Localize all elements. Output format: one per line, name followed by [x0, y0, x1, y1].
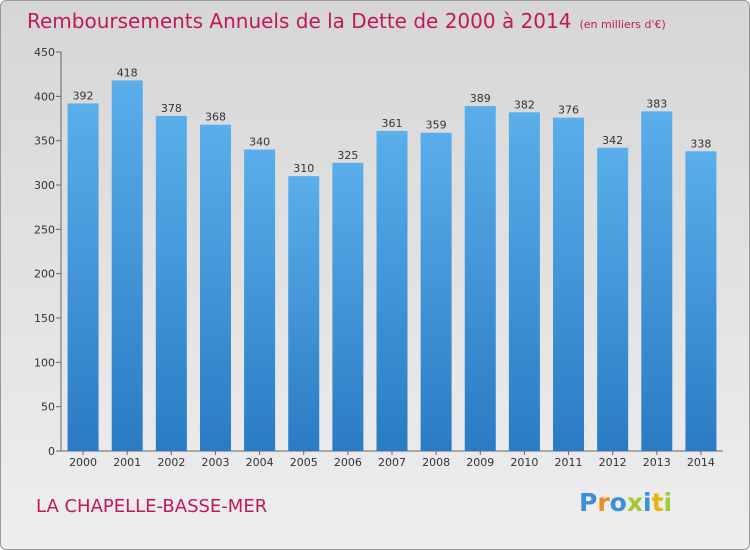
- bar: [288, 176, 320, 451]
- data-label: 340: [249, 136, 270, 149]
- y-tick-label: 200: [34, 268, 55, 281]
- logo-letter: i: [663, 488, 673, 517]
- data-label: 376: [558, 104, 579, 117]
- chart-bars: [67, 80, 717, 452]
- y-tick-label: 400: [34, 90, 55, 103]
- logo-letter: P: [579, 488, 598, 517]
- x-tick-label: 2002: [157, 456, 185, 469]
- chart-title-text: Remboursements Annuels de la Dette de 20…: [27, 9, 572, 33]
- x-tick-label: 2004: [246, 456, 274, 469]
- bar: [685, 151, 717, 451]
- logo-letter: x: [626, 488, 643, 517]
- bar: [332, 162, 364, 452]
- bar: [155, 115, 187, 451]
- chart-title: Remboursements Annuels de la Dette de 20…: [27, 9, 666, 33]
- y-tick-label: 300: [34, 179, 55, 192]
- y-tick-label: 150: [34, 312, 55, 325]
- bar: [376, 130, 408, 451]
- bar: [420, 132, 452, 452]
- data-label: 361: [382, 117, 403, 130]
- y-tick-label: 450: [34, 46, 55, 59]
- x-tick-label: 2014: [687, 456, 715, 469]
- y-tick-label: 350: [34, 135, 55, 148]
- data-label: 368: [205, 111, 226, 124]
- data-label: 389: [470, 92, 491, 105]
- x-tick-label: 2008: [422, 456, 450, 469]
- chart-labels: 392 2000 418 2001 378 2002 368 2003 340 2004 310 20…: [69, 66, 715, 469]
- logo-letter: r: [597, 488, 610, 517]
- data-label: 359: [426, 119, 447, 132]
- bar: [597, 147, 629, 451]
- logo-letter: o: [609, 488, 627, 517]
- x-tick-label: 2011: [555, 456, 583, 469]
- logo-letter: i: [643, 488, 652, 517]
- x-tick-label: 2007: [378, 456, 406, 469]
- y-tick-label: 0: [48, 445, 55, 458]
- x-tick-label: 2006: [334, 456, 362, 469]
- x-tick-label: 2010: [510, 456, 538, 469]
- data-label: 378: [161, 102, 182, 115]
- x-tick-label: 2005: [290, 456, 318, 469]
- x-tick-label: 2012: [599, 456, 627, 469]
- bar: [553, 117, 585, 451]
- x-tick-label: 2009: [466, 456, 494, 469]
- data-label: 338: [690, 137, 711, 150]
- unit-label: (en milliers d'€): [579, 18, 666, 31]
- data-label: 382: [514, 98, 535, 111]
- bar: [111, 80, 143, 451]
- bar: [244, 149, 276, 452]
- bar: [199, 124, 231, 451]
- x-tick-label: 2000: [69, 456, 97, 469]
- bar: [67, 103, 99, 451]
- proxiti-logo: Proxiti: [579, 488, 672, 517]
- x-tick-label: 2001: [113, 456, 141, 469]
- y-tick-label: 100: [34, 356, 55, 369]
- bar: [641, 111, 673, 451]
- data-label: 310: [293, 162, 314, 175]
- logo-letter: t: [651, 488, 664, 517]
- data-label: 383: [646, 97, 667, 110]
- data-label: 342: [602, 134, 623, 147]
- bar: [508, 112, 540, 451]
- data-label: 325: [337, 149, 358, 162]
- bar: [464, 106, 496, 451]
- data-label: 392: [73, 89, 94, 102]
- commune-name: LA CHAPELLE-BASSE-MER: [36, 496, 268, 517]
- x-tick-label: 2003: [201, 456, 229, 469]
- y-tick-label: 250: [34, 223, 55, 236]
- data-label: 418: [117, 66, 138, 79]
- x-tick-label: 2013: [643, 456, 671, 469]
- y-tick-label: 50: [41, 401, 55, 414]
